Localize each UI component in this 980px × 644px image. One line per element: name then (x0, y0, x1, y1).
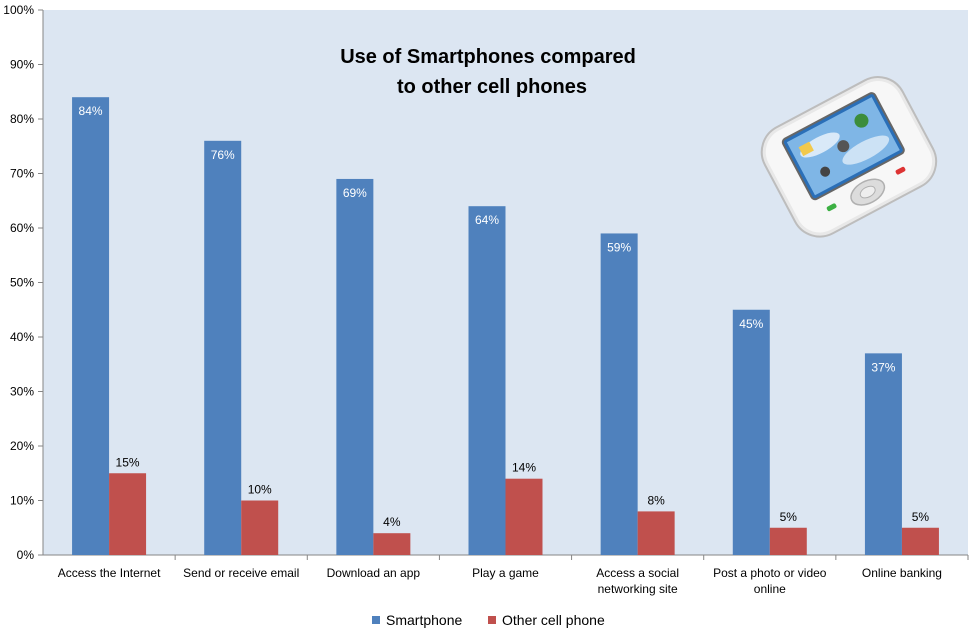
legend-label-smartphone: Smartphone (386, 612, 462, 628)
bar-smartphone (864, 353, 902, 555)
data-label-smartphone: 59% (607, 240, 631, 254)
bar-other-cell-phone (241, 500, 279, 555)
smartphone-illustration (760, 76, 938, 238)
bar-other-cell-phone (505, 478, 543, 555)
legend-label-other-cell-phone: Other cell phone (502, 612, 605, 628)
data-label-other-cell-phone: 14% (512, 461, 536, 475)
y-tick-label: 90% (10, 58, 34, 72)
y-tick-label: 20% (10, 439, 34, 453)
chart-title: Use of Smartphones compared to other cel… (340, 46, 636, 98)
bars: 84% 15% 76% 10% 69% 4% 64% 14% 59% 8% 45% 5% 37% 5% (72, 97, 939, 556)
data-label-smartphone: 64% (475, 213, 499, 227)
legend-swatch-smartphone (372, 616, 380, 624)
bar-smartphone (468, 206, 506, 555)
data-label-smartphone: 76% (211, 148, 235, 162)
data-label-other-cell-phone: 4% (383, 515, 401, 529)
y-tick-label: 70% (10, 167, 34, 181)
y-tick-label: 80% (10, 112, 34, 126)
bar-smartphone (336, 178, 374, 555)
legend-swatch-other-cell-phone (488, 616, 496, 624)
bar-smartphone (732, 309, 770, 555)
data-label-other-cell-phone: 15% (116, 455, 140, 469)
data-label-other-cell-phone: 10% (248, 483, 272, 497)
x-tick-label: Access the Internet (58, 566, 161, 580)
data-label-smartphone: 37% (871, 360, 895, 374)
x-tick-label: Send or receive email (183, 566, 299, 580)
y-tick-label: 60% (10, 221, 34, 235)
data-label-smartphone: 69% (343, 186, 367, 200)
x-tick-label: networking site (598, 582, 678, 596)
y-tick-label: 100% (3, 3, 34, 17)
bar-other-cell-phone (901, 527, 939, 555)
bar-other-cell-phone (109, 473, 147, 555)
y-tick-label: 50% (10, 276, 34, 290)
bar-smartphone (72, 97, 110, 555)
y-tick-label: 10% (10, 494, 34, 508)
y-tick-label: 40% (10, 330, 34, 344)
bar-smartphone (204, 140, 242, 556)
bar-other-cell-phone (769, 527, 807, 555)
y-tick-label: 30% (10, 385, 34, 399)
data-label-other-cell-phone: 5% (780, 510, 798, 524)
data-label-smartphone: 84% (79, 104, 103, 118)
legend: Smartphone Other cell phone (372, 612, 605, 628)
data-label-other-cell-phone: 8% (647, 493, 665, 507)
x-tick-label: online (754, 582, 786, 596)
x-tick-label: Play a game (472, 566, 539, 580)
data-label-other-cell-phone: 5% (912, 510, 930, 524)
x-tick-label: Online banking (862, 566, 942, 580)
data-label-smartphone: 45% (739, 317, 763, 331)
bar-smartphone (600, 233, 638, 555)
x-tick-label: Download an app (327, 566, 421, 580)
chart-title-line-1: Use of Smartphones compared (340, 46, 636, 68)
x-tick-label: Post a photo or video (713, 566, 827, 580)
chart-title-line-2: to other cell phones (397, 76, 587, 98)
bar-other-cell-phone (637, 511, 675, 555)
x-tick-label: Access a social (596, 566, 679, 580)
bar-other-cell-phone (373, 533, 411, 555)
y-tick-label: 0% (17, 548, 35, 562)
